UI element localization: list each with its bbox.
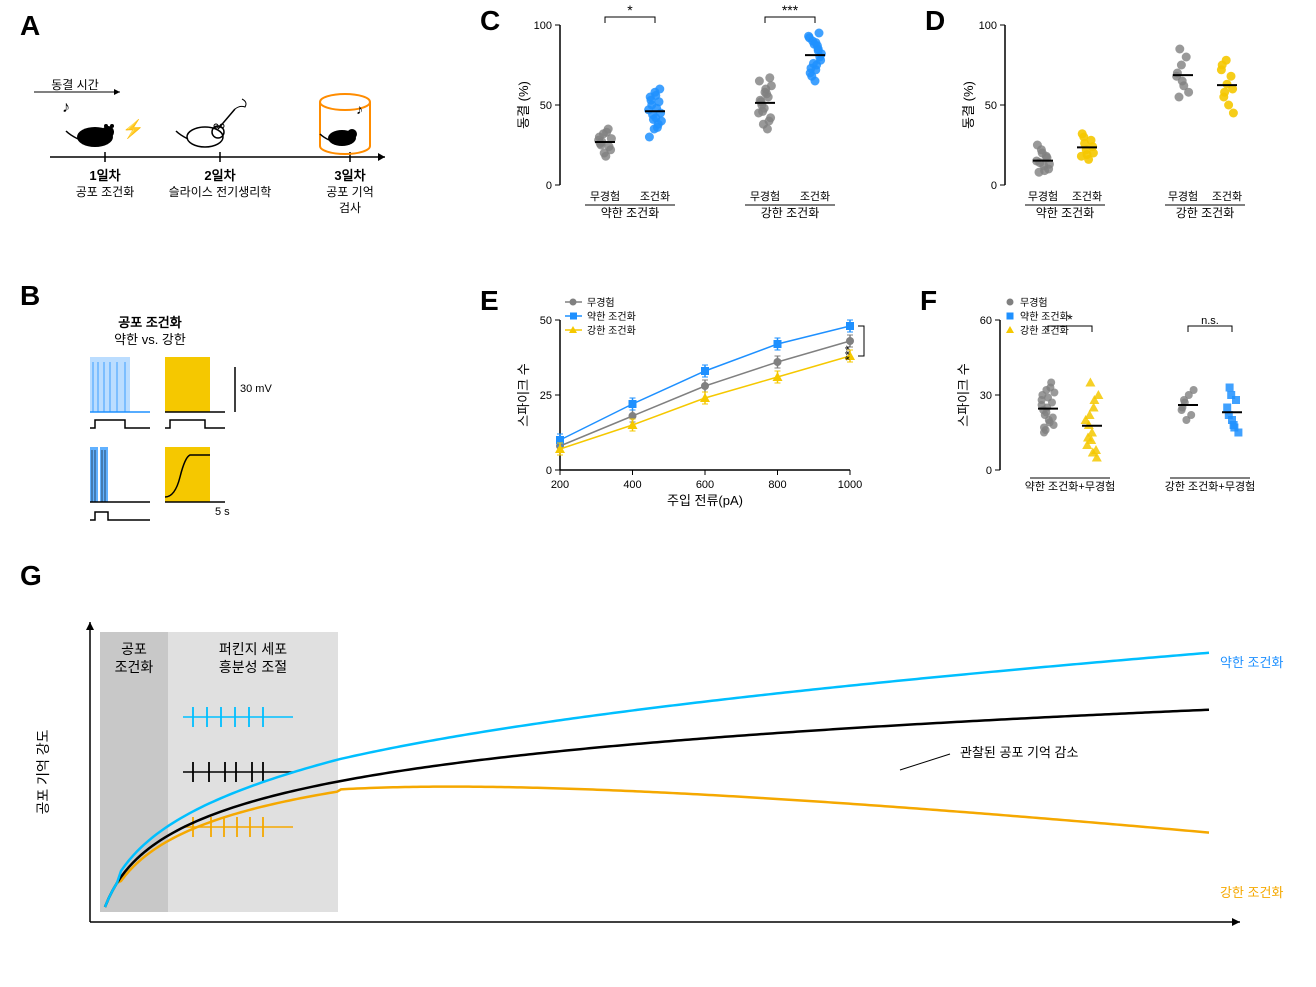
svg-text:강한 조건화: 강한 조건화 xyxy=(1220,885,1283,900)
svg-text:0: 0 xyxy=(986,465,992,477)
svg-text:약한 조건화: 약한 조건화 xyxy=(1020,311,1069,323)
svg-text:***: *** xyxy=(782,2,799,18)
svg-text:스파이크 수: 스파이크 수 xyxy=(516,363,531,426)
svg-text:흥분성 조절: 흥분성 조절 xyxy=(219,659,287,675)
svg-text:동결 (%): 동결 (%) xyxy=(961,81,976,129)
svg-text:동결 (%): 동결 (%) xyxy=(516,81,531,129)
svg-text:1000: 1000 xyxy=(838,479,862,491)
svg-text:강한 조건화: 강한 조건화 xyxy=(587,325,636,337)
svg-text:♪: ♪ xyxy=(356,101,363,117)
panel-c-label: C xyxy=(480,5,500,37)
panel-d-chart: 0 50 100 동결 (%) 무경험 조건화약한 조건화 무경험 조건화강한 조건화 xyxy=(955,10,1305,260)
svg-text:약한 조건화: 약한 조건화 xyxy=(1220,655,1283,670)
panel-a-label: A xyxy=(20,10,420,42)
svg-text:약한 조건화: 약한 조건화 xyxy=(601,205,660,220)
panel-f-chart: 0 30 60 스파이크 수 무경험약한 조건화강한 조건화약한 조건화+무경험 강한 조… xyxy=(950,290,1310,530)
svg-text:강한 조건화: 강한 조건화 xyxy=(761,206,820,220)
svg-text:25: 25 xyxy=(540,390,552,402)
svg-text:5 s: 5 s xyxy=(215,506,230,518)
svg-text:무경험: 무경험 xyxy=(1028,190,1058,203)
panel-e-label: E xyxy=(480,285,499,317)
svg-text:400: 400 xyxy=(623,479,641,491)
svg-text:공포 조건화: 공포 조건화 xyxy=(76,185,135,199)
svg-text:강한 조건화: 강한 조건화 xyxy=(1176,206,1235,220)
panel-f-label: F xyxy=(920,285,937,317)
panel-b: B 공포 조건화 약한 vs. 강한 30 mV xyxy=(20,280,420,520)
panel-b-traces: 공포 조건화 약한 vs. 강한 30 mV xyxy=(20,312,420,552)
svg-text:2일차: 2일차 xyxy=(204,168,235,183)
panel-d: D 050100동결 (%)무경험조건화약한 조건화무경험조건화강한 조건화 xyxy=(955,10,1305,260)
svg-text:♪: ♪ xyxy=(62,99,70,116)
svg-text:공포 조건화: 공포 조건화 xyxy=(118,315,181,330)
svg-text:스파이크 수: 스파이크 수 xyxy=(956,363,971,426)
panel-g: G 공포 기억 강도 공포조건화 퍼킨지 세포흥분성 조절 약한 조건화관찰된 공포 … xyxy=(20,560,1300,950)
svg-text:⚡: ⚡ xyxy=(122,118,144,140)
svg-text:약한 조건화+무경험: 약한 조건화+무경험 xyxy=(1025,479,1115,493)
svg-text:무경험: 무경험 xyxy=(750,190,780,203)
panel-e: E 025502004006008001000스파이크 수주입 전류(pA)무경… xyxy=(510,290,890,530)
svg-text:50: 50 xyxy=(540,100,552,112)
svg-text:100: 100 xyxy=(979,20,997,32)
svg-text:조건화: 조건화 xyxy=(800,190,830,203)
svg-text:0: 0 xyxy=(546,180,552,192)
panel-g-label: G xyxy=(20,560,1300,592)
svg-text:관찰된 공포 기억 감소: 관찰된 공포 기억 감소 xyxy=(960,745,1079,760)
svg-text:***: *** xyxy=(842,345,857,360)
panel-f: F 03060스파이크 수무경험약한 조건화강한 조건화약한 조건화+무경험강한… xyxy=(950,290,1310,530)
svg-text:60: 60 xyxy=(980,315,992,327)
panel-g-chart: 공포 기억 강도 공포조건화 퍼킨지 세포흥분성 조절 약한 조건화관찰된 공포 기억… xyxy=(20,592,1300,982)
svg-text:*: * xyxy=(1067,311,1073,327)
svg-text:공포 기억: 공포 기억 xyxy=(326,185,374,199)
panel-e-chart: 0 25 50 200 400 600 800 1000 스파이크 수주입 전류(pA) 무경험약… xyxy=(510,290,890,530)
svg-text:조건화: 조건화 xyxy=(1072,190,1102,203)
svg-text:조건화: 조건화 xyxy=(640,190,670,203)
panel-b-label: B xyxy=(20,280,420,312)
panel-c: C 050100동결 (%)무경험조건화약한 조건화무경험조건화강한 조건화**… xyxy=(510,10,900,260)
svg-text:*: * xyxy=(627,2,633,18)
svg-text:강한 조건화: 강한 조건화 xyxy=(1020,325,1069,337)
svg-text:0: 0 xyxy=(991,180,997,192)
svg-text:무경험: 무경험 xyxy=(590,190,620,203)
svg-text:3일차: 3일차 xyxy=(334,168,365,183)
svg-text:800: 800 xyxy=(768,479,786,491)
svg-text:약한 조건화: 약한 조건화 xyxy=(1036,205,1095,220)
svg-text:동결 시간: 동결 시간 xyxy=(51,78,99,92)
svg-text:퍼킨지 세포: 퍼킨지 세포 xyxy=(219,641,287,657)
panel-a: A 1일차 공포 조건화 2일차 슬라이스 전기생리학 3일차 공포 기억 검사… xyxy=(20,10,420,290)
svg-text:약한 조건화: 약한 조건화 xyxy=(587,311,636,323)
svg-text:슬라이스 전기생리학: 슬라이스 전기생리학 xyxy=(169,185,272,199)
panel-d-label: D xyxy=(925,5,945,37)
svg-text:30 mV: 30 mV xyxy=(240,383,272,395)
svg-text:검사: 검사 xyxy=(339,201,361,215)
svg-text:무경험: 무경험 xyxy=(1168,190,1198,203)
svg-text:30: 30 xyxy=(980,390,992,402)
svg-text:600: 600 xyxy=(696,479,714,491)
svg-text:공포: 공포 xyxy=(121,641,147,657)
panel-c-chart: 050100동결 (%)무경험조건화약한 조건화무경험조건화강한 조건화**** xyxy=(510,10,900,260)
svg-text:무경험: 무경험 xyxy=(587,296,615,309)
svg-text:n.s.: n.s. xyxy=(1201,315,1219,327)
svg-text:주입 전류(pA): 주입 전류(pA) xyxy=(667,493,743,508)
svg-text:50: 50 xyxy=(540,315,552,327)
svg-text:공포 기억 강도: 공포 기억 강도 xyxy=(35,729,51,814)
svg-text:50: 50 xyxy=(985,100,997,112)
svg-text:1일차: 1일차 xyxy=(89,168,120,183)
svg-text:0: 0 xyxy=(546,465,552,477)
svg-text:약한 vs. 강한: 약한 vs. 강한 xyxy=(114,332,186,347)
svg-text:조건화: 조건화 xyxy=(1212,190,1242,203)
svg-text:강한 조건화+무경험: 강한 조건화+무경험 xyxy=(1165,480,1255,493)
svg-text:200: 200 xyxy=(551,479,569,491)
svg-text:조건화: 조건화 xyxy=(115,659,154,675)
svg-text:100: 100 xyxy=(534,20,552,32)
svg-text:무경험: 무경험 xyxy=(1020,296,1048,309)
